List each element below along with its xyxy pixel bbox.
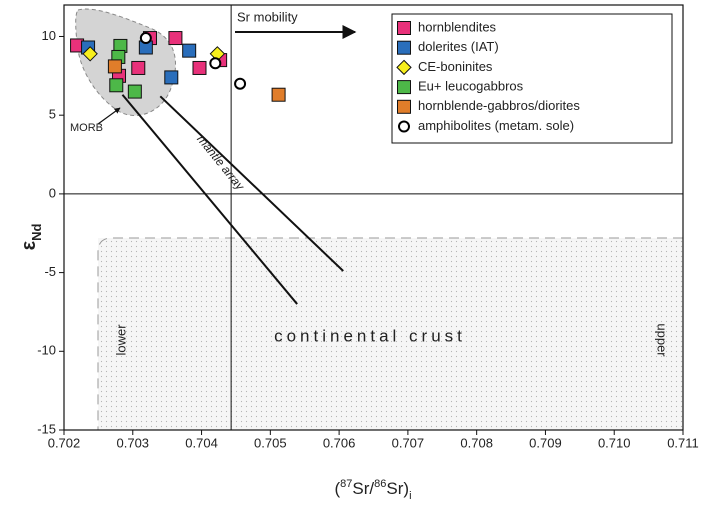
- y-tick-label: 0: [49, 185, 56, 200]
- point: [107, 59, 122, 74]
- legend-marker: [397, 40, 411, 55]
- x-axis-title-part: 87: [340, 478, 352, 490]
- annotation: continental crust: [274, 326, 466, 345]
- x-axis-title-part: (: [334, 479, 340, 498]
- point: [192, 60, 207, 75]
- y-axis-title-part: Nd: [29, 224, 44, 241]
- x-tick-label: 0.710: [598, 435, 631, 450]
- x-axis-title-part: 86: [374, 478, 386, 490]
- continental-crust-field: [98, 238, 683, 430]
- annotation: mantle array: [194, 132, 247, 193]
- annotation: upper: [655, 323, 670, 357]
- x-axis-title-part: Sr/: [352, 479, 374, 498]
- point: [109, 78, 124, 93]
- legend-label: hornblende-gabbros/diorites: [418, 98, 580, 113]
- point: [234, 77, 247, 90]
- plot-frame: [63, 4, 684, 431]
- point: [209, 57, 222, 70]
- legend-box: [391, 13, 673, 144]
- x-tick-label: 0.702: [48, 435, 81, 450]
- plot-area: [64, 5, 683, 430]
- y-axis-title: εNd: [18, 224, 44, 251]
- point: [127, 84, 142, 99]
- legend-marker: [396, 59, 412, 76]
- point: [131, 60, 146, 75]
- legend-marker: [398, 120, 410, 133]
- annotation: Sr mobility: [237, 9, 298, 24]
- mantle-array-line: [159, 95, 344, 272]
- point: [168, 31, 183, 46]
- legend-label: amphibolites (metam. sole): [418, 118, 574, 133]
- point: [271, 87, 286, 102]
- y-tick-label: -5: [44, 264, 56, 279]
- x-tick-label: 0.709: [529, 435, 562, 450]
- x-axis-title: (87Sr/86Sr)i: [334, 478, 411, 502]
- legend-marker: [397, 21, 411, 35]
- legend-label: hornblendites: [418, 19, 497, 34]
- legend-marker: [397, 99, 411, 114]
- x-tick-label: 0.704: [185, 435, 218, 450]
- y-tick-label: -10: [37, 343, 56, 358]
- point: [164, 70, 179, 85]
- legend-label: Eu+ leucogabbros: [418, 79, 524, 94]
- y-tick-label: 10: [42, 28, 56, 43]
- x-tick-label: 0.708: [460, 435, 493, 450]
- annotation: MORB: [70, 122, 103, 134]
- legend-label: dolerites (IAT): [418, 39, 499, 54]
- x-axis-title-part: Sr): [386, 479, 409, 498]
- mantle-array-line: [121, 94, 298, 305]
- x-axis-title-part: i: [409, 490, 411, 502]
- annotation: lower: [113, 324, 128, 356]
- point: [82, 46, 98, 62]
- legend-marker: [397, 80, 411, 95]
- legend: hornblendites dolerites (IAT) CE-boninites…: [396, 19, 580, 133]
- legend-label: CE-boninites: [418, 59, 493, 74]
- x-tick-label: 0.705: [254, 435, 287, 450]
- y-axis-title-part: ε: [18, 240, 40, 250]
- point: [182, 43, 197, 58]
- x-tick-label: 0.706: [323, 435, 356, 450]
- morb-arrow: [97, 107, 121, 125]
- point: [139, 32, 152, 45]
- y-tick-label: -15: [37, 421, 56, 436]
- x-tick-label: 0.703: [117, 435, 150, 450]
- x-tick-label: 0.711: [667, 435, 699, 450]
- crust-boundary: [97, 237, 683, 430]
- x-tick-label: 0.707: [392, 435, 425, 450]
- y-tick-label: 5: [49, 107, 56, 122]
